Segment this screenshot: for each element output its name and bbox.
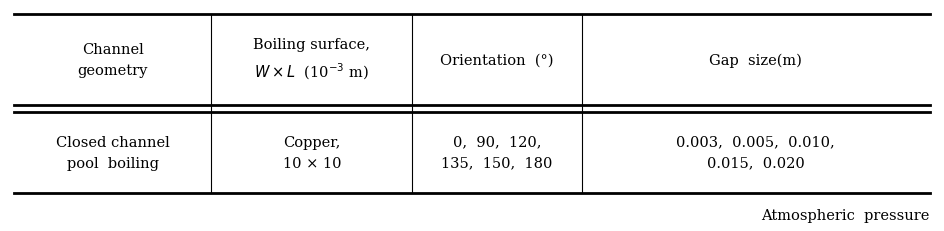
Text: Orientation  (°): Orientation (°) [441, 53, 554, 67]
Text: 0.003,  0.005,  0.010,
0.015,  0.020: 0.003, 0.005, 0.010, 0.015, 0.020 [677, 135, 835, 170]
Text: Gap  size(m): Gap size(m) [710, 53, 802, 67]
Text: Copper,
10 × 10: Copper, 10 × 10 [282, 135, 341, 170]
Text: 0,  90,  120,
135,  150,  180: 0, 90, 120, 135, 150, 180 [442, 135, 553, 170]
Text: Atmospheric  pressure: Atmospheric pressure [762, 208, 930, 222]
Text: Closed channel
pool  boiling: Closed channel pool boiling [56, 135, 170, 170]
Text: Channel
geometry: Channel geometry [77, 43, 148, 77]
Text: Boiling surface,
$W \times L$  (10$^{-3}$ m): Boiling surface, $W \times L$ (10$^{-3}$… [253, 38, 370, 82]
